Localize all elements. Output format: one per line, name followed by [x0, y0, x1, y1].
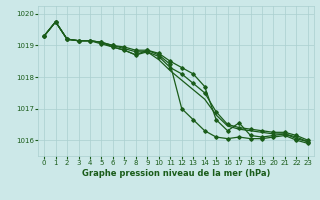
X-axis label: Graphe pression niveau de la mer (hPa): Graphe pression niveau de la mer (hPa) — [82, 169, 270, 178]
